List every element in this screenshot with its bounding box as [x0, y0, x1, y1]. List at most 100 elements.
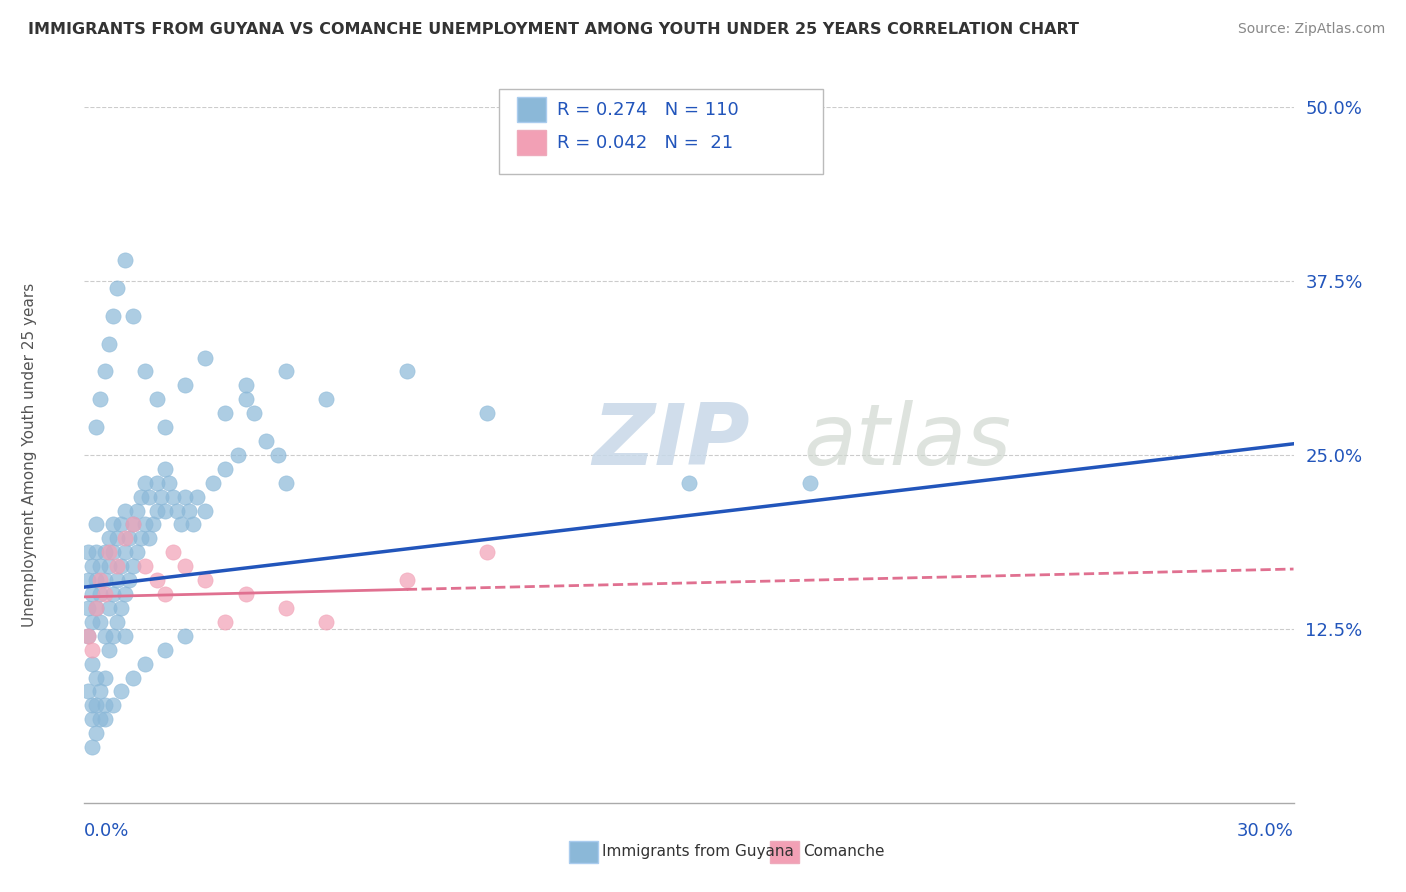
Point: [146, 475, 169, 490]
Point: [274, 475, 297, 490]
Point: [181, 517, 204, 532]
Point: [214, 462, 236, 476]
Point: [157, 475, 180, 490]
Point: [118, 532, 141, 546]
Point: [315, 392, 337, 407]
Point: [799, 475, 821, 490]
Point: [86, 601, 108, 615]
Point: [235, 587, 257, 601]
Point: [86, 726, 108, 740]
Point: [153, 503, 176, 517]
Point: [134, 364, 156, 378]
Point: [235, 378, 257, 392]
Point: [93, 545, 115, 559]
Point: [162, 490, 184, 504]
Point: [93, 573, 115, 587]
Point: [129, 490, 152, 504]
Point: [214, 615, 236, 629]
Point: [121, 559, 143, 574]
Point: [146, 392, 169, 407]
Point: [77, 684, 100, 698]
Text: Comanche: Comanche: [803, 845, 884, 859]
Point: [186, 490, 208, 504]
Point: [235, 392, 257, 407]
Point: [86, 698, 108, 713]
Point: [101, 698, 124, 713]
Point: [194, 573, 217, 587]
Point: [82, 740, 104, 755]
Point: [114, 253, 136, 268]
Point: [194, 351, 217, 365]
Point: [214, 406, 236, 420]
Point: [82, 642, 104, 657]
Point: [93, 712, 115, 726]
Point: [678, 475, 700, 490]
Point: [134, 517, 156, 532]
Point: [202, 475, 225, 490]
Point: [89, 587, 111, 601]
Text: 30.0%: 30.0%: [1237, 822, 1294, 840]
Point: [82, 587, 104, 601]
Point: [114, 629, 136, 643]
Text: ZIP: ZIP: [592, 400, 749, 483]
Point: [77, 545, 100, 559]
Point: [166, 503, 188, 517]
Point: [174, 490, 197, 504]
Point: [170, 517, 193, 532]
Point: [89, 559, 111, 574]
Point: [77, 601, 100, 615]
Point: [77, 629, 100, 643]
Point: [101, 517, 124, 532]
Point: [86, 420, 108, 434]
Point: [121, 671, 143, 685]
Point: [125, 545, 148, 559]
Point: [89, 712, 111, 726]
Point: [86, 671, 108, 685]
Point: [101, 545, 124, 559]
Point: [105, 615, 128, 629]
Text: atlas: atlas: [804, 400, 1012, 483]
Point: [89, 684, 111, 698]
Text: Source: ZipAtlas.com: Source: ZipAtlas.com: [1237, 22, 1385, 37]
Point: [93, 629, 115, 643]
Point: [477, 406, 499, 420]
Point: [86, 601, 108, 615]
Point: [97, 559, 120, 574]
Point: [174, 629, 197, 643]
Point: [89, 573, 111, 587]
Point: [105, 281, 128, 295]
Point: [162, 545, 184, 559]
Point: [129, 532, 152, 546]
Point: [146, 503, 169, 517]
Point: [274, 601, 297, 615]
Point: [242, 406, 264, 420]
Point: [77, 573, 100, 587]
Point: [477, 545, 499, 559]
Point: [114, 532, 136, 546]
Point: [93, 587, 115, 601]
Text: Immigrants from Guyana: Immigrants from Guyana: [602, 845, 793, 859]
Point: [93, 698, 115, 713]
Point: [315, 615, 337, 629]
Point: [142, 517, 165, 532]
Point: [105, 573, 128, 587]
Point: [110, 517, 132, 532]
Point: [97, 601, 120, 615]
Text: R = 0.042   N =  21: R = 0.042 N = 21: [557, 134, 733, 152]
Point: [86, 573, 108, 587]
Point: [82, 559, 104, 574]
Point: [174, 378, 197, 392]
Point: [149, 490, 172, 504]
Point: [395, 573, 418, 587]
Point: [179, 503, 201, 517]
Point: [97, 545, 120, 559]
Point: [134, 657, 156, 671]
Point: [153, 462, 176, 476]
Point: [82, 657, 104, 671]
Point: [105, 559, 128, 574]
Point: [125, 503, 148, 517]
Point: [114, 587, 136, 601]
Point: [118, 573, 141, 587]
Point: [77, 629, 100, 643]
Point: [138, 490, 160, 504]
